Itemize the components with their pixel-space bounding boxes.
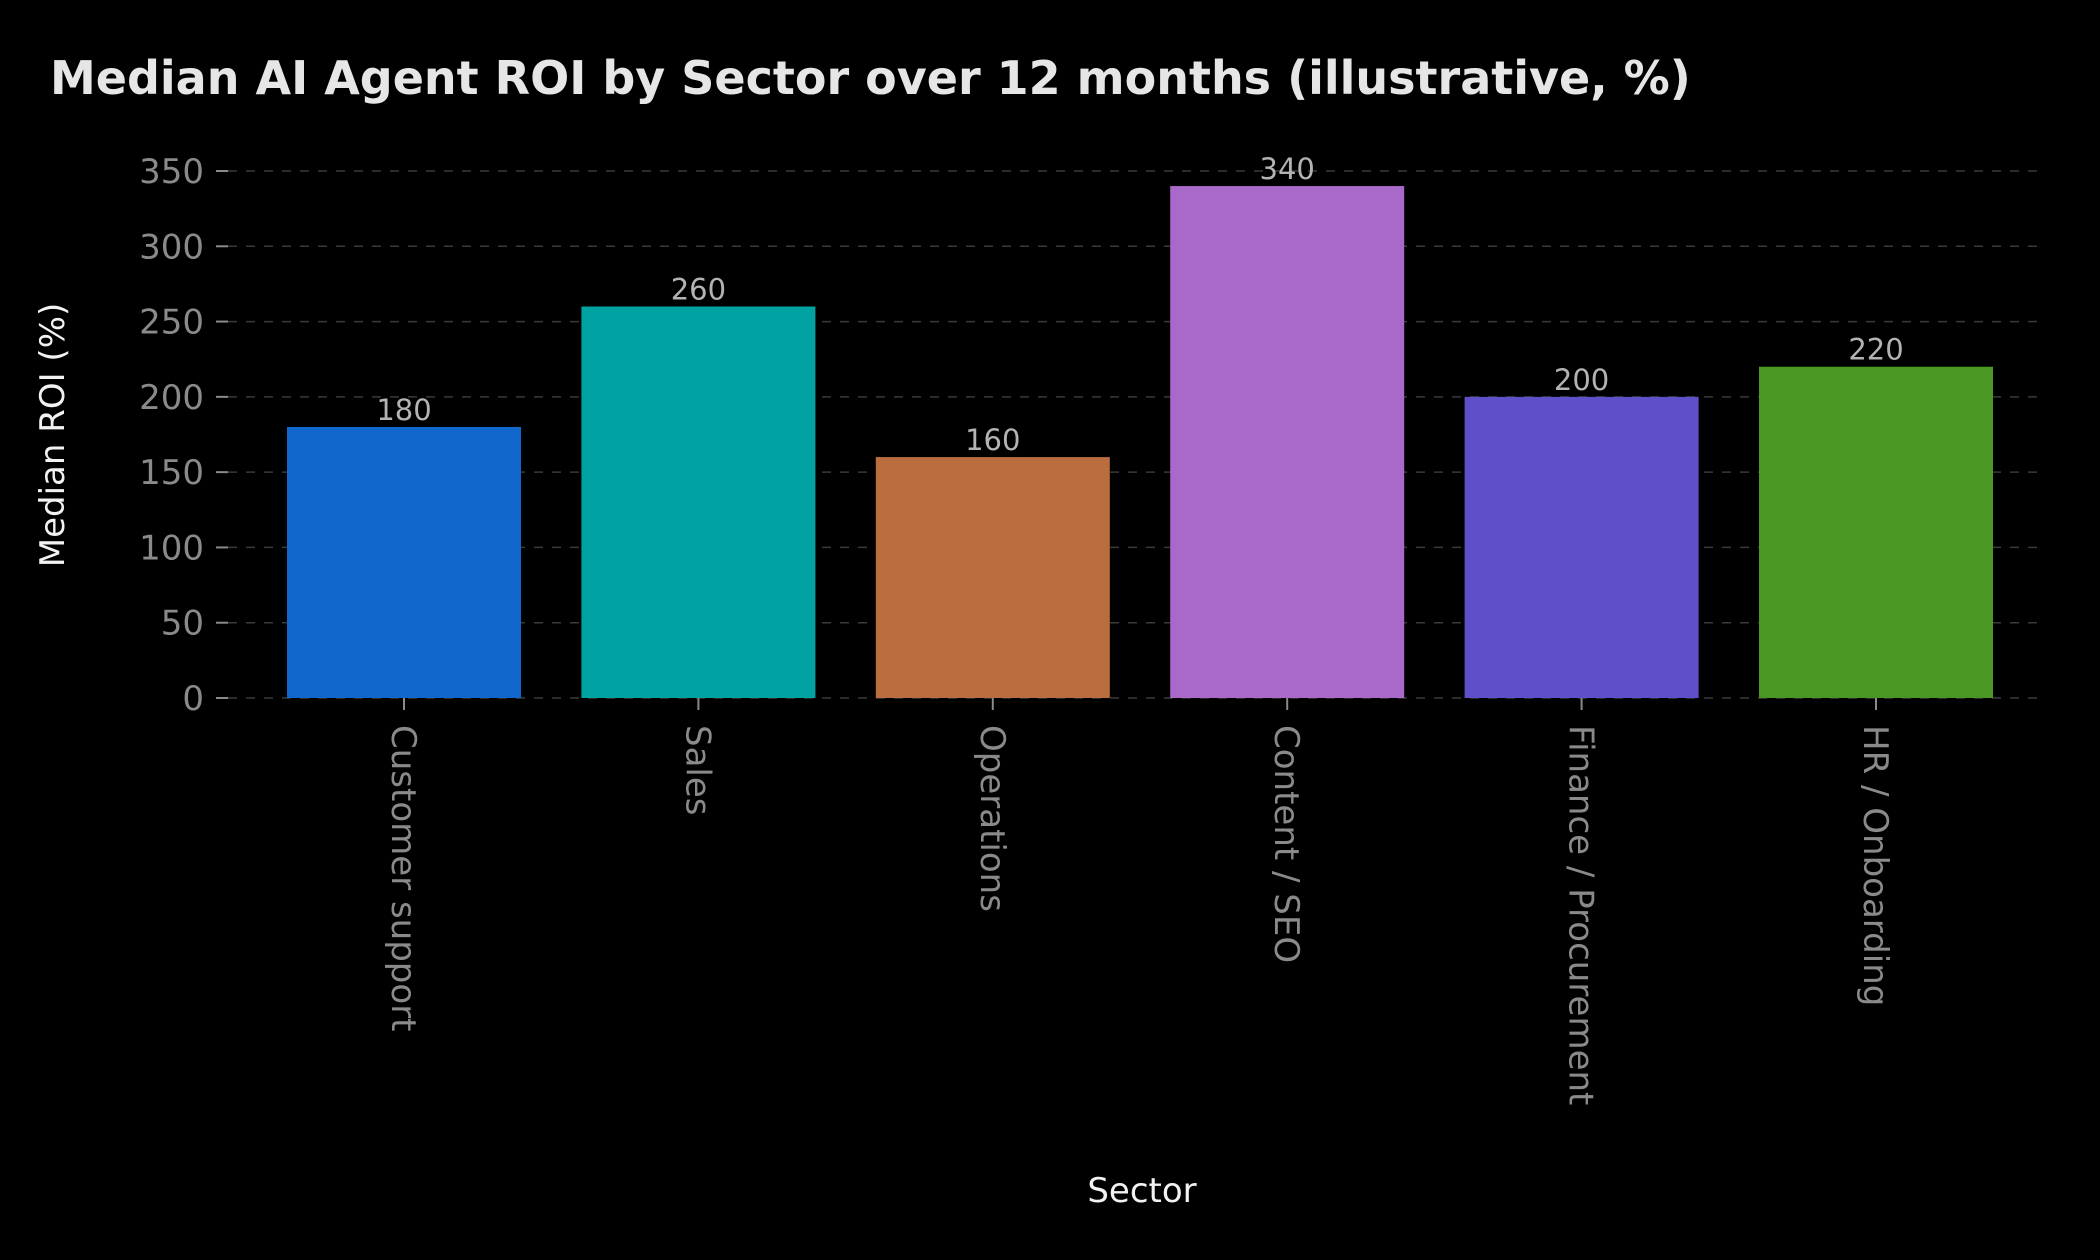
bar-value-label: 160 bbox=[965, 423, 1020, 457]
y-axis: 0 50 100 150 200 250 300 350 bbox=[139, 152, 228, 719]
bar-value-label: 260 bbox=[671, 273, 726, 307]
bar bbox=[287, 426, 521, 698]
x-tick-label: Finance / Procurement bbox=[1561, 725, 1601, 1105]
y-axis-label: Median ROI (%) bbox=[33, 303, 73, 568]
y-tick-label: 150 bbox=[139, 453, 204, 493]
x-tick-label: Customer support bbox=[383, 725, 423, 1032]
bar-value-label: 200 bbox=[1554, 363, 1609, 397]
y-tick-label: 100 bbox=[139, 528, 204, 568]
x-tick-label: Content / SEO bbox=[1266, 725, 1306, 963]
x-axis-label: Sector bbox=[1087, 1171, 1196, 1211]
bar bbox=[1464, 396, 1699, 698]
x-tick-label: HR / Onboarding bbox=[1855, 725, 1895, 1006]
x-tick-label: Sales bbox=[677, 725, 717, 816]
bar bbox=[581, 306, 816, 698]
bar bbox=[1170, 186, 1405, 699]
x-tick-label: Operations bbox=[972, 725, 1012, 912]
bar bbox=[1759, 366, 1993, 698]
gridlines bbox=[228, 170, 2045, 699]
bar-value-label: 180 bbox=[376, 393, 431, 427]
bar-value-label: 220 bbox=[1848, 333, 1903, 367]
chart-title: Median AI Agent ROI by Sector over 12 mo… bbox=[50, 51, 1691, 105]
bar bbox=[875, 457, 1110, 698]
value-labels: 180 260 160 340 200 220 bbox=[376, 152, 1903, 457]
y-tick-label: 200 bbox=[139, 378, 204, 418]
y-tick-label: 350 bbox=[139, 152, 204, 192]
y-tick-label: 250 bbox=[139, 303, 204, 343]
y-tick-label: 50 bbox=[161, 604, 204, 644]
y-tick-label: 300 bbox=[139, 227, 204, 267]
y-tick-label: 0 bbox=[182, 679, 204, 719]
bar-value-label: 340 bbox=[1260, 152, 1315, 186]
x-axis: Customer support Sales Operations Content /… bbox=[383, 698, 1895, 1105]
bars bbox=[287, 186, 1993, 699]
